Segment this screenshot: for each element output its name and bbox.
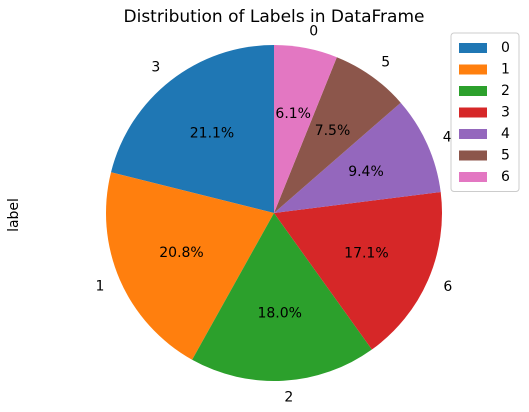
legend-swatch-0 <box>459 43 487 53</box>
pie-slice-2 <box>192 213 372 381</box>
pct-label-5: 7.5% <box>315 123 351 139</box>
pct-label-4: 9.4% <box>348 164 384 180</box>
slice-label-4: 4 <box>443 130 452 146</box>
legend-label-1: 1 <box>501 62 510 78</box>
legend-label-2: 2 <box>501 83 510 99</box>
legend-swatch-6 <box>459 172 487 182</box>
pct-label-2: 18.0% <box>257 306 301 322</box>
slice-label-6: 6 <box>443 279 452 295</box>
legend-swatch-1 <box>459 64 487 75</box>
legend-swatch-5 <box>459 150 487 161</box>
slice-label-1: 1 <box>95 278 104 294</box>
pct-label-0: 6.1% <box>275 106 311 122</box>
legend-swatch-2 <box>459 86 487 96</box>
pie-slices <box>105 45 443 381</box>
legend-label-0: 0 <box>501 40 510 56</box>
slice-label-2: 2 <box>284 390 293 406</box>
pie-slice-1 <box>105 172 274 360</box>
legend: 0 1 2 3 4 5 6 <box>450 32 520 192</box>
slice-label-5: 5 <box>381 55 390 71</box>
chart-title: Distribution of Labels in DataFrame <box>124 7 425 27</box>
pie-slice-5 <box>274 57 401 213</box>
legend-swatch-4 <box>459 129 487 139</box>
pie-slice-0 <box>274 45 337 213</box>
pct-label-1: 20.8% <box>159 245 203 261</box>
y-axis-label: label <box>6 198 22 232</box>
slice-label-0: 0 <box>309 24 318 40</box>
pct-label-6: 17.1% <box>344 245 388 261</box>
legend-swatch-3 <box>459 107 487 118</box>
pie-slice-4 <box>274 102 441 213</box>
pct-label-3: 21.1% <box>190 126 234 142</box>
slice-label-3: 3 <box>151 59 160 75</box>
pie-slice-6 <box>274 191 443 350</box>
legend-label-3: 3 <box>501 105 510 121</box>
legend-label-5: 5 <box>501 148 510 164</box>
pie-slice-3 <box>111 45 275 213</box>
legend-label-6: 6 <box>501 169 510 185</box>
pie-labels: 21.1% 3 20.8% 1 18.0% 2 17.1% 6 9.4% 4 7.5% 5 6.1% 0 <box>95 24 452 406</box>
legend-label-4: 4 <box>501 126 510 142</box>
